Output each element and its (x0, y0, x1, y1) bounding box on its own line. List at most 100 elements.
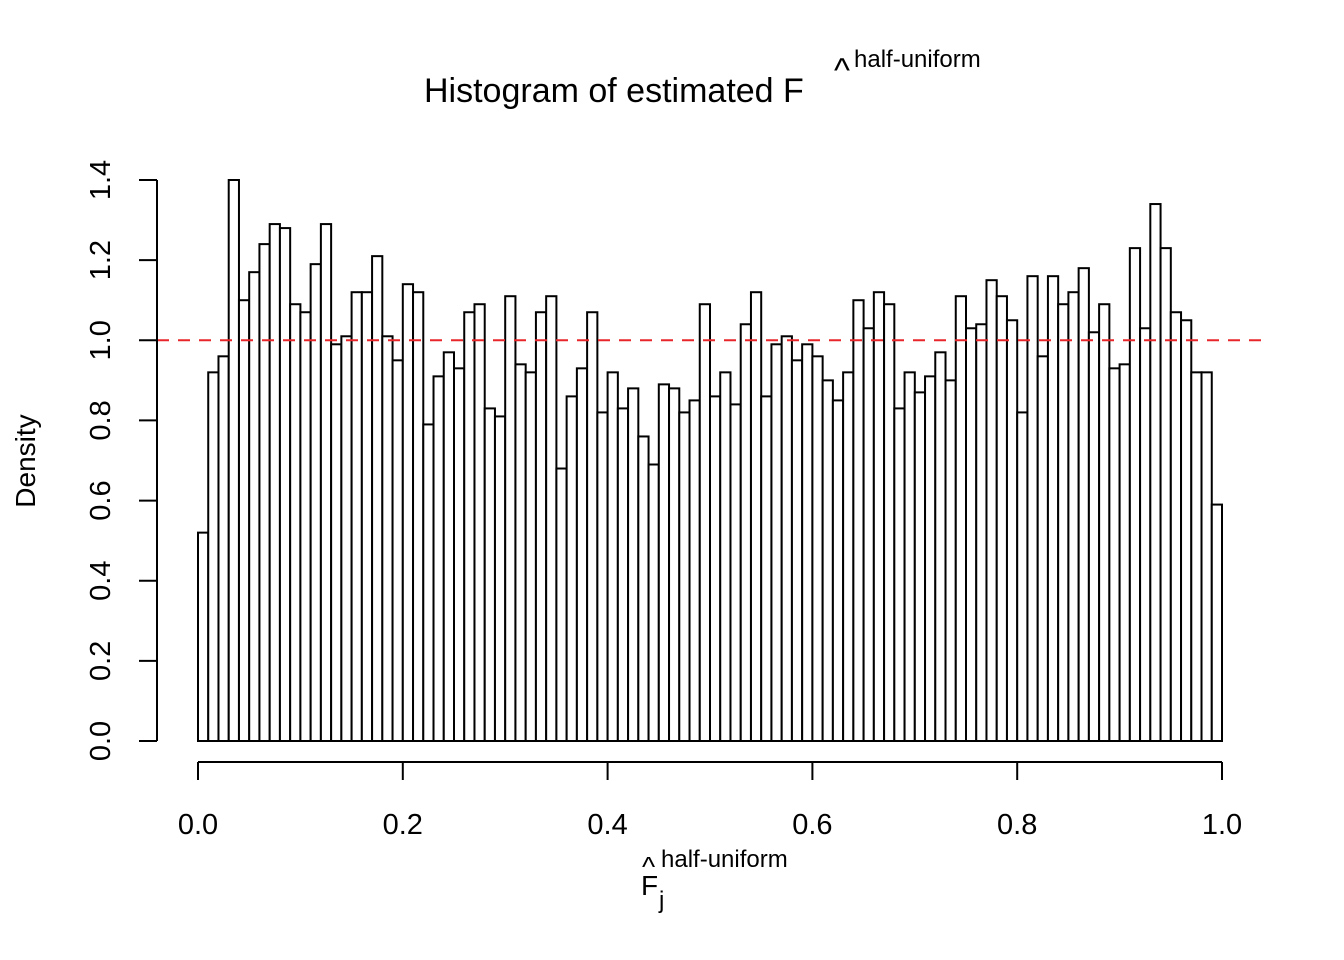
histogram-bar (473, 303, 486, 742)
chart-title-superscript: half-uniform (854, 46, 981, 73)
histogram-bar (1159, 247, 1172, 742)
histogram-bar (575, 367, 589, 742)
histogram-bar (995, 295, 1008, 742)
x-axis-label-superscript: half-uniform (661, 846, 788, 873)
y-tick-label: 0.8 (85, 400, 117, 440)
histogram-bar (555, 467, 568, 742)
histogram-bar (586, 311, 599, 742)
histogram-bar (801, 343, 814, 742)
histogram-bar (903, 371, 916, 742)
histogram-bar (432, 375, 445, 742)
histogram-bar (1210, 503, 1224, 743)
histogram-bar (760, 395, 773, 742)
histogram-bar (278, 227, 292, 743)
y-tick-label: 1.2 (85, 240, 117, 280)
histogram-bar (207, 371, 220, 742)
histogram-bar (442, 351, 456, 742)
histogram-bar (647, 463, 660, 742)
histogram-bar (360, 291, 374, 742)
x-tick-label: 0.6 (792, 809, 832, 841)
histogram-bar (862, 327, 875, 742)
histogram-bar (1005, 319, 1019, 742)
y-axis: 0.0 0.2 0.4 0.6 0.8 1.0 1.2 1.4 (85, 160, 158, 761)
histogram-bar (842, 371, 855, 742)
histogram-bar (1036, 355, 1049, 742)
histogram-bar (637, 435, 650, 742)
y-tick-label: 0.6 (85, 480, 117, 520)
x-tick-label: 0.4 (587, 809, 627, 841)
histogram-bar (217, 355, 230, 742)
y-tick-label: 1.4 (85, 160, 117, 200)
x-tick-label: 0.8 (997, 809, 1037, 841)
histogram-bar (299, 311, 312, 742)
histogram-bar (657, 383, 671, 742)
histogram-bar (596, 411, 609, 742)
histogram-bar (350, 291, 363, 742)
chart-title: Histogram of estimated F (424, 72, 804, 110)
x-axis-label-hat: ^ (642, 851, 655, 882)
histogram-bar (1057, 303, 1070, 742)
histogram-bar (565, 395, 578, 742)
histogram-bar (237, 299, 251, 742)
histogram-bar (483, 407, 496, 742)
histogram-bar (924, 375, 937, 742)
histogram-bar (883, 303, 896, 742)
histogram-bar (1077, 267, 1090, 742)
histogram-bar (340, 335, 353, 742)
histogram-bar (739, 323, 752, 742)
histogram-bar (319, 223, 333, 743)
histogram-bar (606, 371, 619, 742)
histogram-bar (309, 263, 322, 742)
histogram-bar (1087, 331, 1101, 742)
histogram-bar (1128, 247, 1142, 742)
histogram-bar (965, 327, 978, 742)
histogram-bar (944, 379, 957, 742)
x-tick-label: 0.0 (178, 809, 218, 841)
histogram-bar (688, 399, 701, 742)
histogram-bars (197, 179, 1224, 743)
histogram-bar (770, 343, 783, 742)
histogram-bar (453, 367, 466, 742)
x-tick-label: 0.2 (383, 809, 423, 841)
histogram-bar (1067, 291, 1080, 742)
histogram-bar (545, 295, 558, 742)
x-axis-label-main: F (641, 870, 658, 901)
histogram-bar (954, 295, 968, 742)
x-axis: 0.0 0.2 0.4 0.6 0.8 1.0 (178, 761, 1242, 841)
histogram-bar (668, 387, 681, 742)
histogram-bar (534, 311, 548, 742)
histogram-bar (1149, 203, 1162, 743)
histogram-bar (248, 271, 261, 742)
histogram-bar (821, 379, 834, 742)
histogram-bar (1169, 311, 1183, 742)
histogram-bar (289, 303, 302, 742)
histogram-bar (1190, 371, 1203, 742)
histogram-bar (627, 387, 640, 742)
histogram-bar (719, 371, 732, 742)
histogram-bar (258, 243, 271, 742)
histogram-bar (381, 335, 394, 742)
histogram-bar (975, 323, 988, 742)
chart-title-hat: ^ (834, 52, 850, 90)
histogram-bar (616, 407, 630, 742)
histogram-bar (514, 363, 527, 742)
histogram-bar (872, 291, 886, 742)
histogram-bar (678, 411, 691, 742)
histogram-bar (463, 311, 476, 742)
histogram-bar (524, 371, 537, 742)
histogram-bar (1108, 367, 1121, 742)
histogram-bar (729, 403, 742, 742)
histogram-bar (422, 423, 435, 742)
x-axis-label-subscript: j (658, 887, 664, 914)
histogram-bar (709, 395, 722, 742)
histogram-bar (1026, 275, 1039, 742)
histogram-bar (1118, 363, 1131, 742)
histogram-bar (504, 295, 517, 742)
histogram-bar (749, 291, 763, 742)
histogram-bar (1016, 411, 1029, 742)
histogram-bar (330, 343, 343, 742)
histogram-bar (1180, 319, 1193, 742)
y-tick-label: 0.2 (85, 641, 117, 681)
histogram-bar (790, 359, 804, 742)
